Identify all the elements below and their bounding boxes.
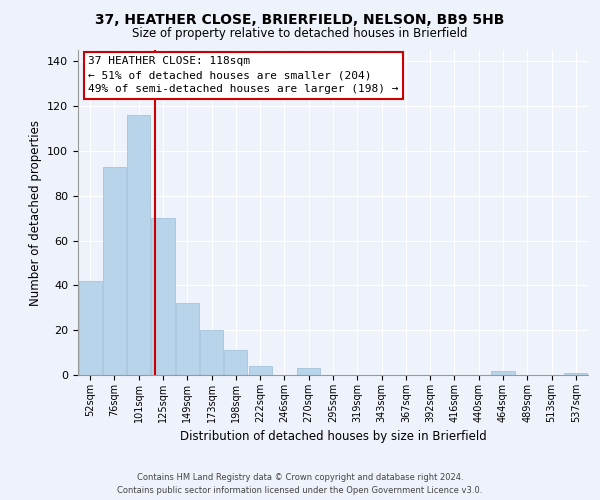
Text: 37 HEATHER CLOSE: 118sqm
← 51% of detached houses are smaller (204)
49% of semi-: 37 HEATHER CLOSE: 118sqm ← 51% of detach…: [88, 56, 398, 94]
X-axis label: Distribution of detached houses by size in Brierfield: Distribution of detached houses by size …: [179, 430, 487, 444]
Bar: [79, 281, 101, 375]
Text: Contains HM Land Registry data © Crown copyright and database right 2024.
Contai: Contains HM Land Registry data © Crown c…: [118, 474, 482, 495]
Bar: [151, 218, 175, 375]
Bar: [248, 366, 272, 375]
Text: 37, HEATHER CLOSE, BRIERFIELD, NELSON, BB9 5HB: 37, HEATHER CLOSE, BRIERFIELD, NELSON, B…: [95, 12, 505, 26]
Bar: [176, 304, 199, 375]
Bar: [297, 368, 320, 375]
Y-axis label: Number of detached properties: Number of detached properties: [29, 120, 41, 306]
Bar: [127, 115, 150, 375]
Bar: [224, 350, 247, 375]
Text: Size of property relative to detached houses in Brierfield: Size of property relative to detached ho…: [132, 28, 468, 40]
Bar: [103, 166, 126, 375]
Bar: [491, 370, 515, 375]
Bar: [200, 330, 223, 375]
Bar: [565, 373, 587, 375]
